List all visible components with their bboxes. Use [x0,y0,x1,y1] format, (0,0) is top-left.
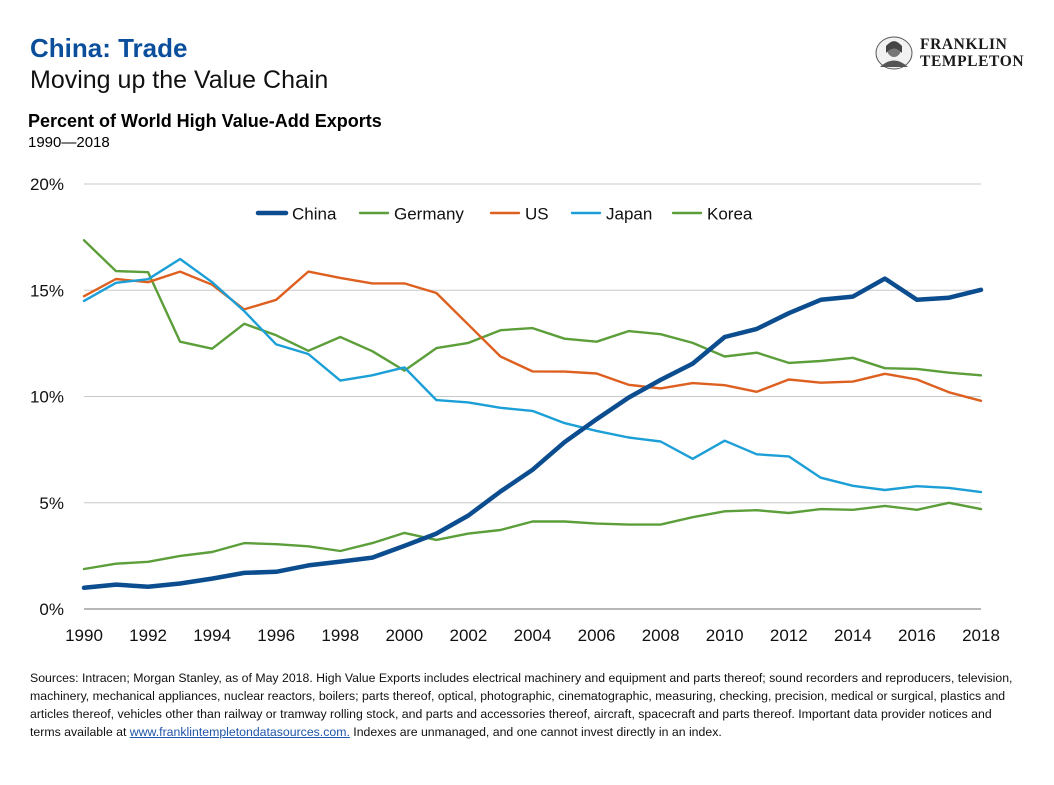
y-tick-label: 10% [30,388,64,407]
legend-label-us: US [525,205,549,224]
series-line-japan [82,257,983,494]
series-line-china [81,276,984,591]
series-line-korea [82,501,983,571]
page-subtitle: Moving up the Value Chain [30,66,329,94]
x-tick-label: 2006 [578,626,616,645]
series-line-germany [82,239,983,377]
chart-title: Percent of World High Value-Add Exports [28,111,382,131]
franklin-templeton-logo: FRANKLIN TEMPLETON [874,36,1044,76]
page-title: China: Trade [30,33,188,63]
chart-subtitle: 1990—2018 [28,134,110,151]
y-tick-label: 5% [39,494,64,513]
sources-text: Sources: Intracen; Morgan Stanley, as of… [30,671,1013,739]
x-tick-label: 2004 [514,626,552,645]
legend-label-korea: Korea [707,205,753,224]
y-tick-label: 20% [30,175,64,194]
x-tick-label: 1998 [321,626,359,645]
legend: China Germany US Japan Korea [255,205,753,224]
series-line-us [82,270,983,402]
y-axis-ticks: 0% 5% 10% 15% 20% [30,175,64,619]
y-tick-label: 0% [39,600,64,619]
legend-label-germany: Germany [394,205,464,224]
x-tick-label: 1990 [65,626,103,645]
logo-line-1: FRANKLIN [920,36,1008,53]
x-tick-label: 2012 [770,626,808,645]
legend-label-japan: Japan [606,205,652,224]
franklin-portrait-icon [875,36,913,70]
data-sources-link[interactable]: www.franklintempletondatasources.com. [129,725,350,739]
x-tick-label: 2016 [898,626,936,645]
x-tick-label: 2010 [706,626,744,645]
sources-footnote: Sources: Intracen; Morgan Stanley, as of… [30,669,1025,741]
x-tick-label: 1994 [193,626,231,645]
line-chart: 0% 5% 10% 15% 20% 1990 1992 1994 1996 1998 2000 20… [30,175,1000,645]
series-lines [81,239,984,591]
legend-label-china: China [292,205,337,224]
gridlines [84,183,981,610]
x-tick-label: 2018 [962,626,1000,645]
y-tick-label: 15% [30,281,64,300]
x-tick-label: 2008 [642,626,680,645]
x-tick-label: 2014 [834,626,872,645]
x-tick-label: 1992 [129,626,167,645]
x-axis-ticks: 1990 1992 1994 1996 1998 2000 2002 2004 2006 2008… [65,626,1000,645]
x-tick-label: 2002 [450,626,488,645]
sources-tail: Indexes are unmanaged, and one cannot in… [349,725,722,739]
x-tick-label: 1996 [257,626,295,645]
x-tick-label: 2000 [385,626,423,645]
logo-line-2: TEMPLETON [920,53,1025,70]
